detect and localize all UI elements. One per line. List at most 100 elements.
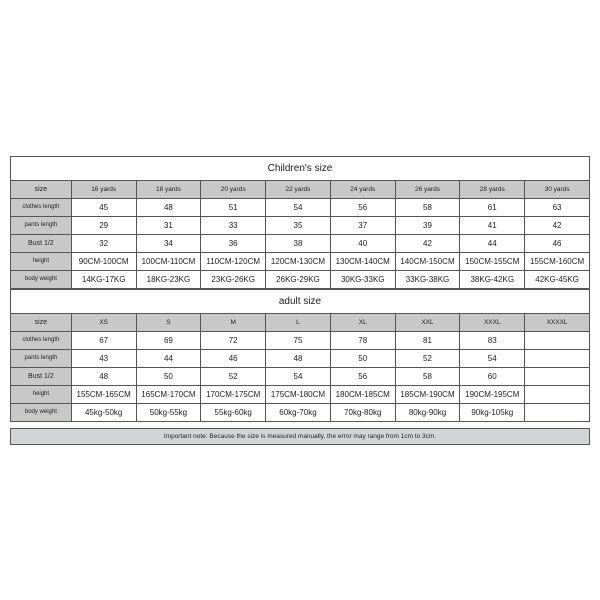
adult-cell-2-4: 56 bbox=[330, 367, 395, 385]
children-cell-2-4: 40 bbox=[330, 234, 395, 252]
adult-cell-4-1: 50kg-55kg bbox=[136, 403, 201, 421]
adult-cell-0-1: 69 bbox=[136, 331, 201, 349]
children-rowlabel-4: body weight bbox=[11, 270, 72, 288]
adult-cell-2-5: 58 bbox=[395, 367, 460, 385]
children-cell-0-5: 58 bbox=[395, 198, 460, 216]
adult-cell-3-7 bbox=[525, 385, 590, 403]
adult-header-3: L bbox=[266, 313, 331, 331]
children-cell-3-6: 150CM-155CM bbox=[460, 252, 525, 270]
children-size-table: Children's size size 16 yards 18 yards 2… bbox=[10, 156, 590, 289]
adult-header-7: XXXXL bbox=[525, 313, 590, 331]
children-cell-3-3: 120CM-130CM bbox=[266, 252, 331, 270]
children-cell-2-3: 38 bbox=[266, 234, 331, 252]
adult-cell-3-0: 155CM-165CM bbox=[71, 385, 136, 403]
adult-row-0: clothes length67697275788183 bbox=[11, 331, 590, 349]
children-cell-3-1: 100CM-110CM bbox=[136, 252, 201, 270]
children-cell-4-4: 30KG-33KG bbox=[330, 270, 395, 288]
children-header-5: 26 yards bbox=[395, 180, 460, 198]
children-cell-4-5: 33KG-38KG bbox=[395, 270, 460, 288]
children-header-row: size 16 yards 18 yards 20 yards 22 yards… bbox=[11, 180, 590, 198]
children-title: Children's size bbox=[11, 156, 590, 180]
adult-header-1: S bbox=[136, 313, 201, 331]
adult-cell-1-5: 52 bbox=[395, 349, 460, 367]
adult-header-4: XL bbox=[330, 313, 395, 331]
children-cell-3-7: 155CM-160CM bbox=[525, 252, 590, 270]
adult-cell-4-3: 60kg-70kg bbox=[266, 403, 331, 421]
adult-cell-0-3: 75 bbox=[266, 331, 331, 349]
adult-row-2: Bust 1/248505254565860 bbox=[11, 367, 590, 385]
adult-cell-3-2: 170CM-175CM bbox=[201, 385, 266, 403]
adult-cell-4-2: 55kg-60kg bbox=[201, 403, 266, 421]
children-cell-3-4: 130CM-140CM bbox=[330, 252, 395, 270]
adult-cell-1-2: 46 bbox=[201, 349, 266, 367]
footnote: Important note: Because the size is meas… bbox=[10, 428, 590, 445]
children-header-4: 24 yards bbox=[330, 180, 395, 198]
adult-cell-0-6: 83 bbox=[460, 331, 525, 349]
adult-cell-2-2: 52 bbox=[201, 367, 266, 385]
adult-size-table: adult size size XS S M L XL XXL XXXL XXX… bbox=[10, 289, 590, 422]
adult-row-1: pants length43444648505254 bbox=[11, 349, 590, 367]
children-row-0: clothes length4548515456586163 bbox=[11, 198, 590, 216]
children-cell-0-6: 61 bbox=[460, 198, 525, 216]
adult-row-4: body weight45kg-50kg50kg-55kg55kg-60kg60… bbox=[11, 403, 590, 421]
adult-cell-1-1: 44 bbox=[136, 349, 201, 367]
adult-title-row: adult size bbox=[11, 289, 590, 313]
children-cell-3-2: 110CM-120CM bbox=[201, 252, 266, 270]
children-cell-0-0: 45 bbox=[71, 198, 136, 216]
adult-header-6: XXXL bbox=[460, 313, 525, 331]
adult-cell-0-2: 72 bbox=[201, 331, 266, 349]
adult-cell-1-4: 50 bbox=[330, 349, 395, 367]
size-chart: Children's size size 16 yards 18 yards 2… bbox=[10, 156, 590, 445]
children-cell-0-3: 54 bbox=[266, 198, 331, 216]
adult-rowlabel-4: body weight bbox=[11, 403, 72, 421]
children-cell-1-0: 29 bbox=[71, 216, 136, 234]
adult-cell-3-4: 180CM-185CM bbox=[330, 385, 395, 403]
children-cell-1-7: 42 bbox=[525, 216, 590, 234]
children-cell-4-2: 23KG-26KG bbox=[201, 270, 266, 288]
children-cell-0-1: 48 bbox=[136, 198, 201, 216]
adult-cell-2-0: 48 bbox=[71, 367, 136, 385]
adult-header-2: M bbox=[201, 313, 266, 331]
children-row-1: pants length2931333537394142 bbox=[11, 216, 590, 234]
adult-cell-0-7 bbox=[525, 331, 590, 349]
children-header-3: 22 yards bbox=[266, 180, 331, 198]
children-header-0: 16 yards bbox=[71, 180, 136, 198]
children-cell-2-1: 34 bbox=[136, 234, 201, 252]
adult-cell-0-0: 67 bbox=[71, 331, 136, 349]
adult-header-5: XXL bbox=[395, 313, 460, 331]
children-cell-0-2: 51 bbox=[201, 198, 266, 216]
children-size-label: size bbox=[11, 180, 72, 198]
children-row-2: Bust 1/23234363840424446 bbox=[11, 234, 590, 252]
children-cell-4-3: 26KG-29KG bbox=[266, 270, 331, 288]
adult-cell-3-5: 185CM-190CM bbox=[395, 385, 460, 403]
children-cell-1-3: 35 bbox=[266, 216, 331, 234]
children-row-4: body weight14KG-17KG18KG-23KG23KG-26KG26… bbox=[11, 270, 590, 288]
children-header-1: 18 yards bbox=[136, 180, 201, 198]
adult-cell-1-3: 48 bbox=[266, 349, 331, 367]
children-cell-0-4: 56 bbox=[330, 198, 395, 216]
adult-cell-3-1: 165CM-170CM bbox=[136, 385, 201, 403]
adult-row-3: height155CM-165CM165CM-170CM170CM-175CM1… bbox=[11, 385, 590, 403]
children-cell-2-7: 46 bbox=[525, 234, 590, 252]
adult-cell-1-0: 43 bbox=[71, 349, 136, 367]
adult-cell-4-5: 80kg-90kg bbox=[395, 403, 460, 421]
children-cell-3-5: 140CM-150CM bbox=[395, 252, 460, 270]
children-header-6: 28 yards bbox=[460, 180, 525, 198]
children-rowlabel-2: Bust 1/2 bbox=[11, 234, 72, 252]
children-cell-2-2: 36 bbox=[201, 234, 266, 252]
children-title-row: Children's size bbox=[11, 156, 590, 180]
adult-cell-4-0: 45kg-50kg bbox=[71, 403, 136, 421]
children-cell-2-0: 32 bbox=[71, 234, 136, 252]
adult-rowlabel-0: clothes length bbox=[11, 331, 72, 349]
adult-cell-1-6: 54 bbox=[460, 349, 525, 367]
children-cell-4-0: 14KG-17KG bbox=[71, 270, 136, 288]
children-cell-2-5: 42 bbox=[395, 234, 460, 252]
adult-cell-0-4: 78 bbox=[330, 331, 395, 349]
children-cell-4-7: 42KG-45KG bbox=[525, 270, 590, 288]
children-cell-0-7: 63 bbox=[525, 198, 590, 216]
children-cell-1-1: 31 bbox=[136, 216, 201, 234]
children-row-3: height90CM-100CM100CM-110CM110CM-120CM12… bbox=[11, 252, 590, 270]
adult-cell-3-3: 175CM-180CM bbox=[266, 385, 331, 403]
children-cell-1-6: 41 bbox=[460, 216, 525, 234]
adult-cell-2-1: 50 bbox=[136, 367, 201, 385]
